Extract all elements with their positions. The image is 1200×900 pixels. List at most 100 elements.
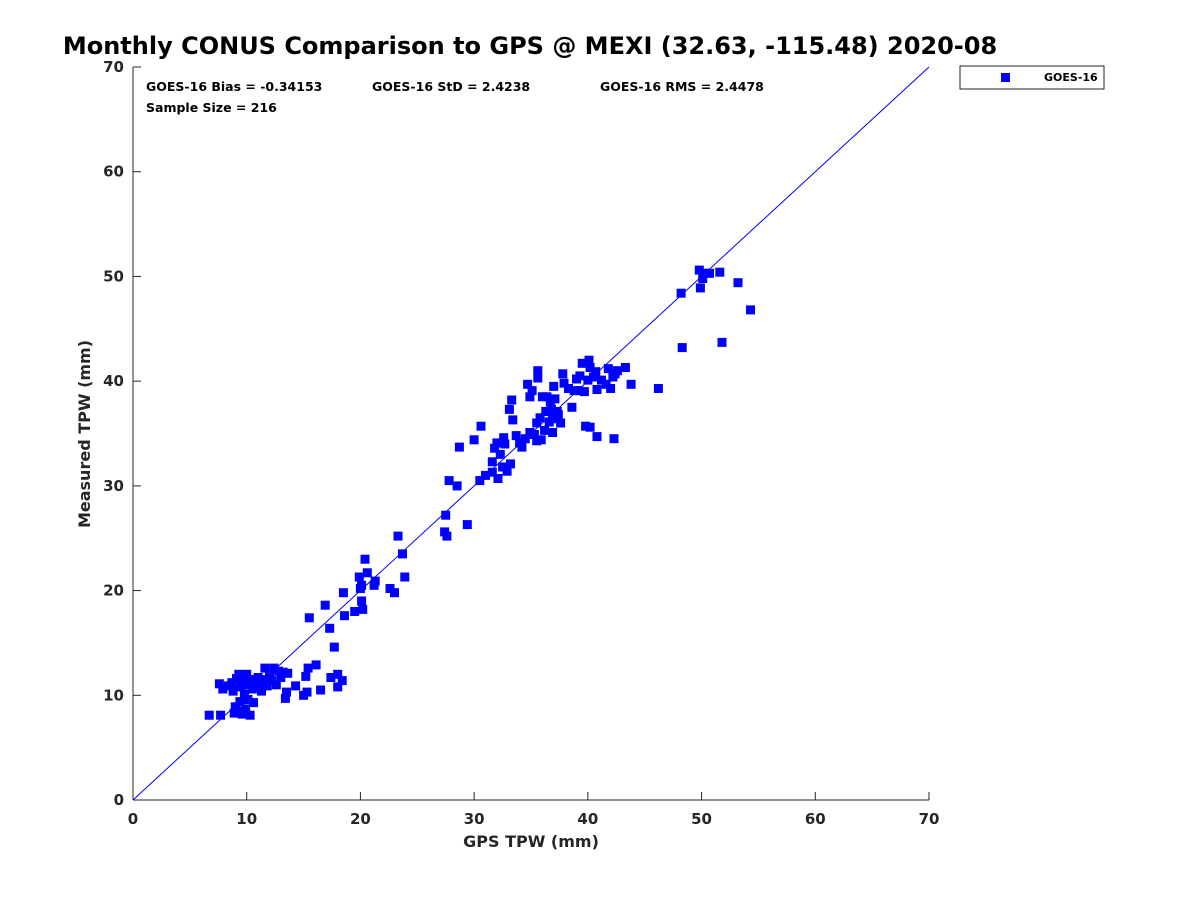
data-point xyxy=(577,358,587,368)
data-point xyxy=(597,375,606,385)
bias-stat: GOES-16 Bias = -0.34153 xyxy=(146,79,322,94)
sample-size-stat: Sample Size = 216 xyxy=(146,100,277,115)
data-point xyxy=(517,442,527,452)
data-point xyxy=(493,474,503,483)
data-point xyxy=(304,613,314,623)
data-point xyxy=(291,681,301,691)
data-point xyxy=(569,386,579,396)
data-point xyxy=(370,576,380,586)
data-point xyxy=(584,355,594,365)
y-tick-label: 40 xyxy=(103,372,124,390)
data-point xyxy=(326,673,336,682)
data-point xyxy=(533,373,543,383)
y-tick-label: 10 xyxy=(103,686,124,704)
legend-entry-label: GOES-16 xyxy=(1044,71,1098,84)
data-point xyxy=(705,268,714,278)
data-point xyxy=(676,288,686,298)
y-tick-label: 60 xyxy=(103,163,124,181)
data-point xyxy=(233,706,243,716)
data-point xyxy=(583,375,593,385)
data-point xyxy=(592,432,602,442)
data-point xyxy=(487,467,497,477)
y-axis-label: Measured TPW (mm) xyxy=(75,340,94,528)
data-point xyxy=(476,421,486,431)
data-point xyxy=(525,392,535,402)
data-point xyxy=(301,671,311,681)
data-point xyxy=(265,669,274,679)
data-point xyxy=(495,449,505,459)
data-point xyxy=(444,476,454,486)
data-point xyxy=(354,572,364,582)
data-point xyxy=(698,274,708,283)
data-point xyxy=(271,680,281,690)
data-point xyxy=(547,404,556,414)
data-point xyxy=(550,394,560,404)
data-point xyxy=(556,418,566,428)
data-point xyxy=(337,676,347,686)
data-point xyxy=(462,520,472,530)
rms-stat: GOES-16 RMS = 2.4478 xyxy=(600,79,764,94)
data-point xyxy=(694,265,704,275)
data-point xyxy=(238,677,248,687)
x-tick-label: 30 xyxy=(464,810,485,828)
data-point xyxy=(218,684,228,694)
data-point xyxy=(320,600,330,610)
data-point xyxy=(502,466,512,476)
data-point xyxy=(329,642,339,652)
data-point xyxy=(390,588,399,598)
data-point xyxy=(269,663,279,673)
data-point xyxy=(653,384,663,393)
data-point xyxy=(533,366,543,376)
legend: GOES-16 xyxy=(959,65,1105,90)
data-point xyxy=(282,687,291,697)
data-point xyxy=(216,710,226,720)
data-point xyxy=(746,305,755,315)
data-point xyxy=(400,572,410,582)
data-point xyxy=(564,384,573,393)
data-point xyxy=(536,435,546,445)
data-point xyxy=(262,681,272,691)
data-point xyxy=(280,693,290,703)
data-point xyxy=(559,378,569,388)
data-point xyxy=(541,407,551,416)
legend-box xyxy=(959,65,1105,90)
x-axis-label: GPS TPW (mm) xyxy=(463,832,599,851)
data-point xyxy=(311,660,321,670)
data-point xyxy=(357,596,367,606)
data-point xyxy=(733,278,743,288)
data-point xyxy=(715,267,725,277)
data-point xyxy=(245,710,255,720)
data-point xyxy=(276,673,286,682)
data-point xyxy=(249,698,258,708)
data-point xyxy=(612,366,622,376)
data-point xyxy=(677,343,687,353)
data-point xyxy=(243,695,253,704)
data-point xyxy=(358,604,368,614)
data-point xyxy=(452,481,462,491)
x-tick-label: 60 xyxy=(805,810,826,828)
data-point xyxy=(548,428,558,437)
data-point xyxy=(544,417,554,427)
data-point xyxy=(239,689,249,699)
data-point xyxy=(267,676,277,686)
data-point xyxy=(333,669,343,679)
y-tick-label: 30 xyxy=(103,477,124,495)
data-point xyxy=(575,371,585,381)
data-point xyxy=(235,697,245,707)
y-tick-label: 70 xyxy=(103,58,124,76)
data-point xyxy=(585,422,595,432)
data-point xyxy=(490,443,500,453)
y-tick-label: 20 xyxy=(103,582,124,600)
data-point xyxy=(340,611,349,621)
data-point xyxy=(620,363,630,372)
data-point xyxy=(475,476,485,486)
x-tick-label: 40 xyxy=(577,810,598,828)
legend-marker xyxy=(1001,73,1010,82)
data-point xyxy=(542,392,552,402)
data-point xyxy=(529,430,539,439)
data-point xyxy=(585,363,595,372)
data-point xyxy=(532,418,542,428)
data-point xyxy=(469,435,479,445)
data-point xyxy=(574,386,584,396)
chart-title: Monthly CONUS Comparison to GPS @ MEXI (… xyxy=(63,32,997,60)
